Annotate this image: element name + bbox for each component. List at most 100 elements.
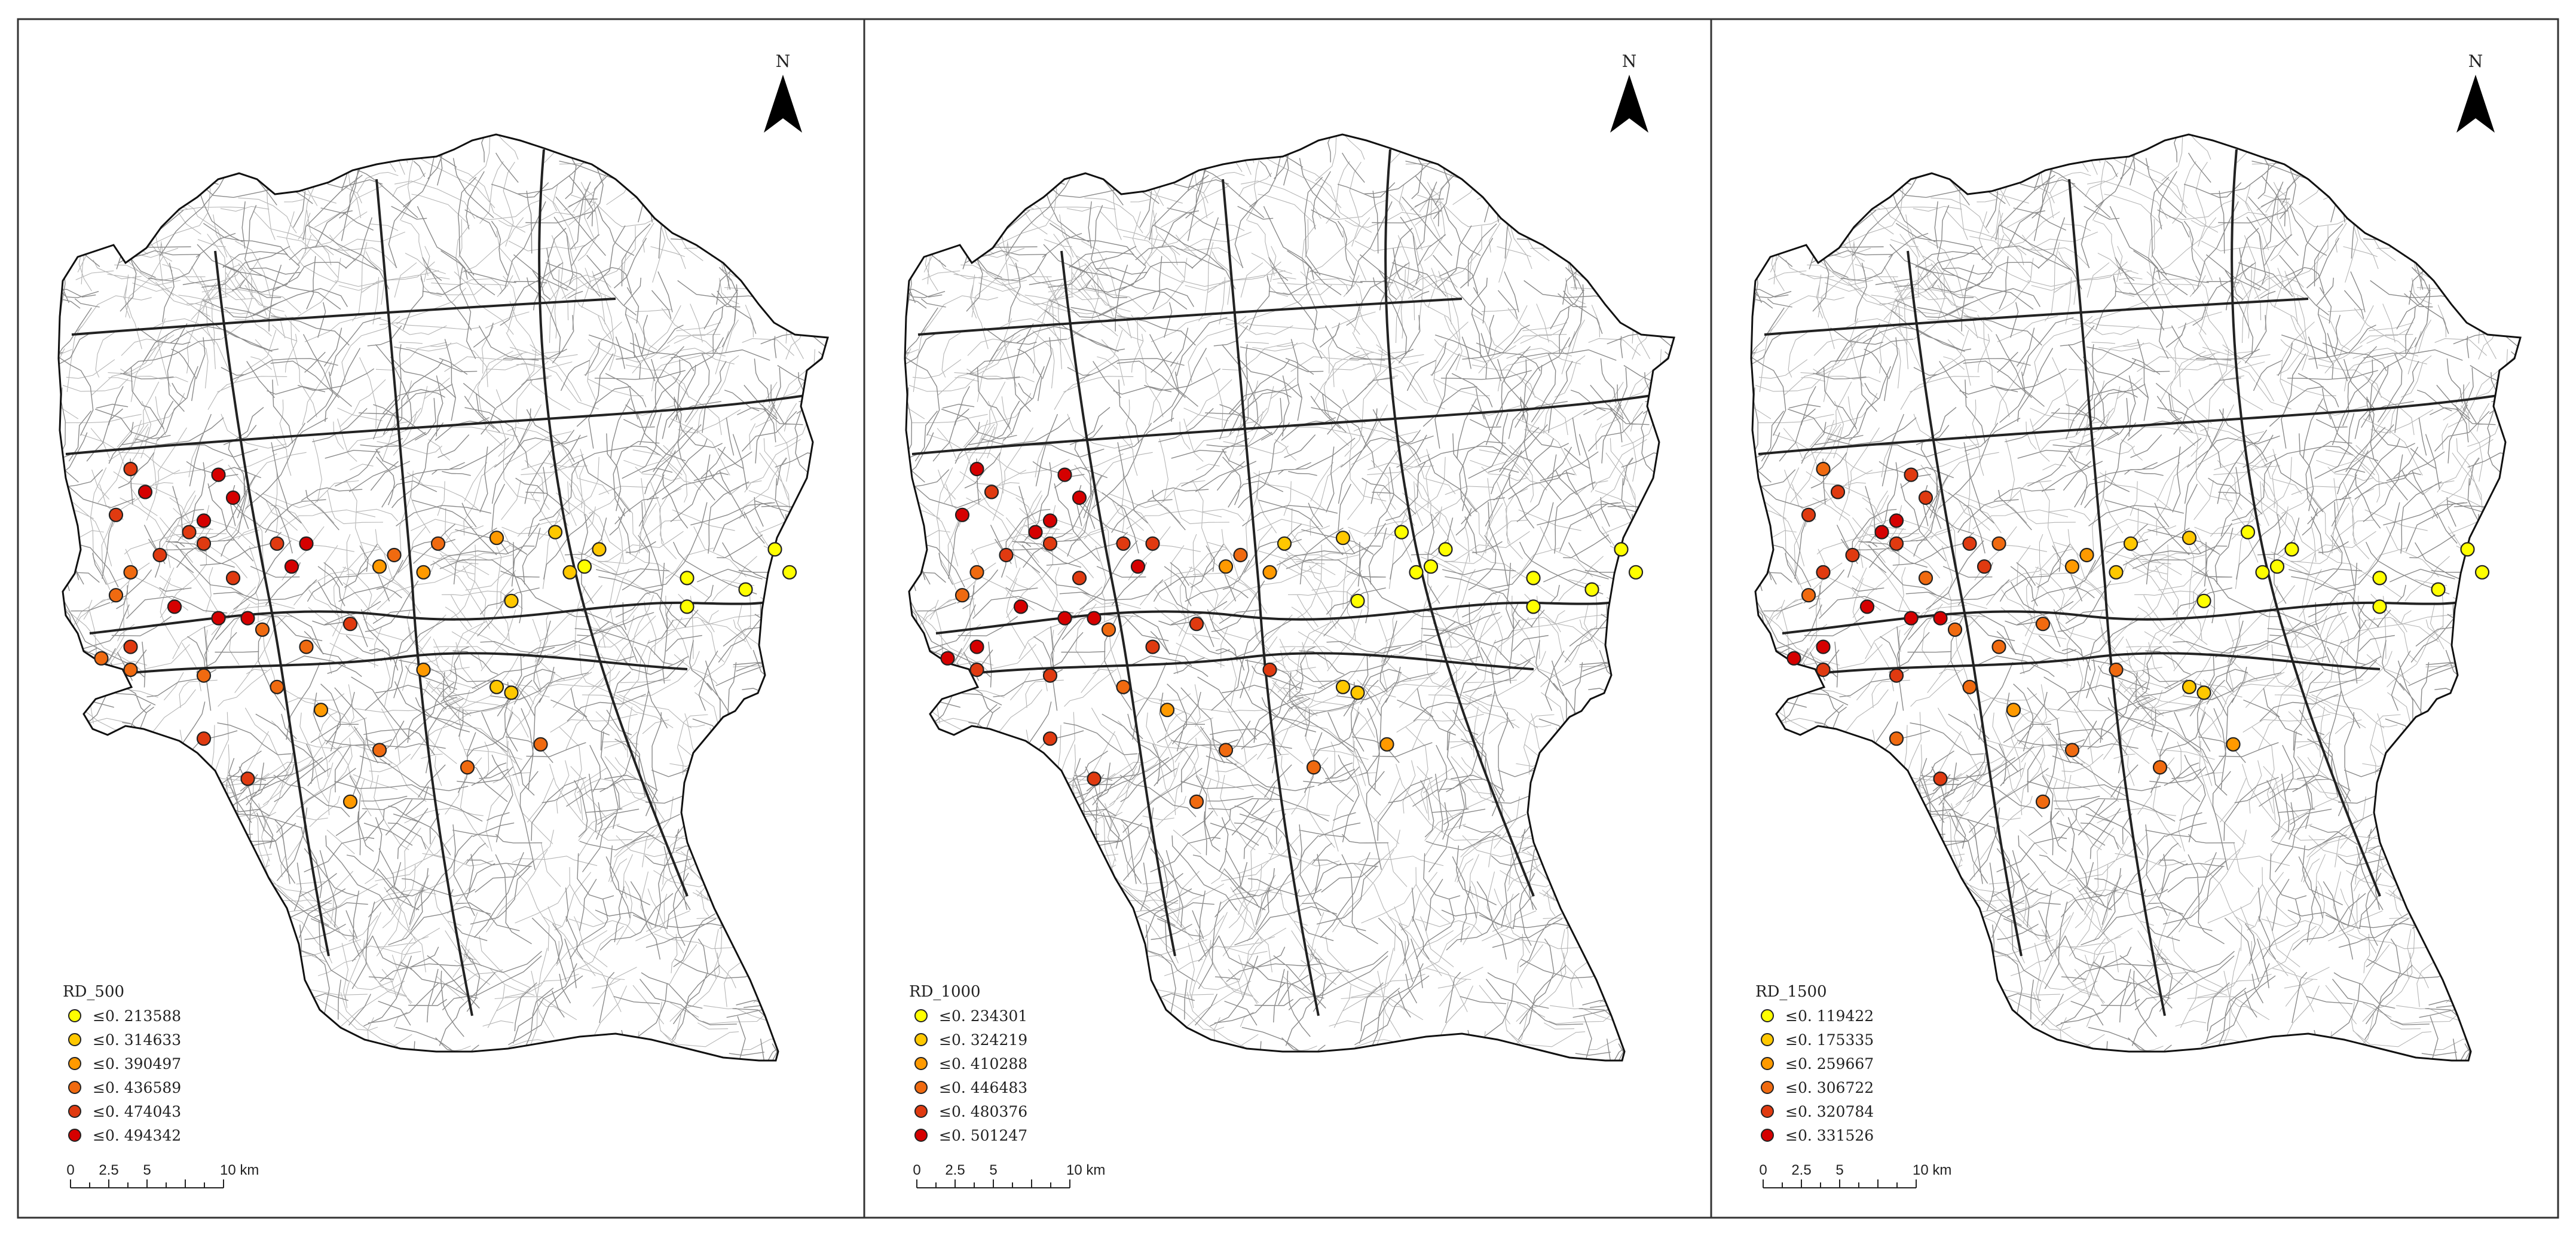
legend-class-label: ≤0. 494342 (93, 1127, 181, 1144)
station-point (225, 490, 241, 505)
station-point (240, 611, 255, 626)
station-point (2240, 525, 2256, 540)
station-point (1947, 622, 1963, 637)
station-point (1977, 559, 1992, 574)
station-point (1438, 542, 1453, 557)
station-point (196, 731, 212, 746)
scale-label: 2.5 (99, 1162, 118, 1178)
station-point (1889, 513, 1904, 528)
legend-swatch (1761, 1105, 1774, 1118)
station-point (299, 639, 314, 654)
station-point (2079, 547, 2094, 563)
station-point (1933, 611, 1948, 626)
station-point (1801, 588, 1816, 603)
station-point (1233, 547, 1248, 563)
station-point (1072, 571, 1087, 586)
station-point (1816, 461, 1831, 477)
legend-class-label: ≤0. 234301 (939, 1007, 1027, 1025)
station-point (460, 760, 475, 775)
legend-title: RD_1500 (1755, 983, 1827, 1001)
station-point (1350, 685, 1365, 700)
station-point (1306, 760, 1321, 775)
station-point (562, 565, 577, 580)
scale-label: 10 km (1066, 1162, 1105, 1178)
north-label: N (1622, 51, 1637, 71)
station-point (2284, 542, 2299, 557)
station-point (2460, 542, 2475, 557)
station-point (1845, 547, 1860, 563)
station-point (2035, 794, 2051, 809)
station-point (387, 547, 402, 563)
legend-class-label: ≤0. 119422 (1785, 1007, 1874, 1025)
station-point (767, 542, 782, 557)
station-point (2226, 737, 2241, 752)
station-point (1816, 565, 1831, 580)
station-point (954, 507, 970, 522)
station-point (504, 685, 519, 700)
station-point (1262, 662, 1277, 678)
station-point (182, 525, 197, 540)
legend-class-label: ≤0. 446483 (939, 1079, 1027, 1096)
station-point (313, 703, 329, 718)
station-point (1918, 571, 1933, 586)
station-point (1130, 559, 1146, 574)
station-point (1028, 525, 1043, 540)
station-point (592, 542, 607, 557)
station-point (416, 662, 431, 678)
station-point (2431, 582, 2446, 597)
legend-swatch (914, 1009, 928, 1022)
station-point (211, 611, 226, 626)
legend-class-label: ≤0. 320784 (1785, 1103, 1874, 1120)
legend-class-label: ≤0. 436589 (93, 1079, 181, 1096)
legend-swatch (914, 1033, 928, 1046)
legend-swatch (1761, 1057, 1774, 1070)
station-point (547, 525, 563, 540)
station-point (489, 679, 504, 694)
station-point (225, 571, 241, 586)
station-point (284, 559, 299, 574)
station-point (2196, 685, 2211, 700)
legend: RD_1000 ≤0. 234301 ≤0. 324219 ≤0. 410288 ≤0.… (909, 983, 1027, 1144)
north-label: N (776, 51, 791, 71)
station-point (2109, 565, 2124, 580)
legend-class-label: ≤0. 501247 (939, 1127, 1027, 1144)
station-point (1394, 525, 1409, 540)
legend-swatch (914, 1057, 928, 1070)
station-point (1057, 611, 1072, 626)
scale-label: 5 (143, 1162, 151, 1178)
legend-class-label: ≤0. 474043 (93, 1103, 181, 1120)
study-area (905, 134, 1674, 1061)
station-point (342, 617, 358, 632)
study-area (59, 134, 828, 1061)
station-point (1918, 490, 1933, 505)
scale-label: 0 (66, 1162, 74, 1178)
station-point (2182, 679, 2197, 694)
station-point (2064, 743, 2080, 758)
station-point (1087, 771, 1102, 786)
station-point (1991, 536, 2006, 551)
station-point (211, 467, 226, 482)
station-point (1116, 679, 1131, 694)
north-arrow-icon: N (1610, 51, 1648, 133)
legend-class-label: ≤0. 175335 (1785, 1031, 1874, 1049)
station-point (2064, 559, 2080, 574)
station-point (2255, 565, 2270, 580)
legend-title: RD_1000 (909, 983, 981, 1001)
station-point (1614, 542, 1629, 557)
station-point (2196, 593, 2211, 608)
station-point (1628, 565, 1644, 580)
scale-bar: 0 2.5 5 10 km (1759, 1162, 1951, 1188)
station-point (504, 593, 519, 608)
station-point (1087, 611, 1102, 626)
scale-label: 0 (913, 1162, 920, 1178)
station-point (240, 771, 255, 786)
station-point (1423, 559, 1439, 574)
station-point (1335, 531, 1351, 546)
area-boundary (1750, 133, 2522, 1062)
legend-swatch (914, 1105, 928, 1118)
station-point (680, 599, 695, 614)
station-point (533, 737, 548, 752)
station-point (999, 547, 1014, 563)
north-label: N (2468, 51, 2483, 71)
legend-swatch (1761, 1081, 1774, 1094)
